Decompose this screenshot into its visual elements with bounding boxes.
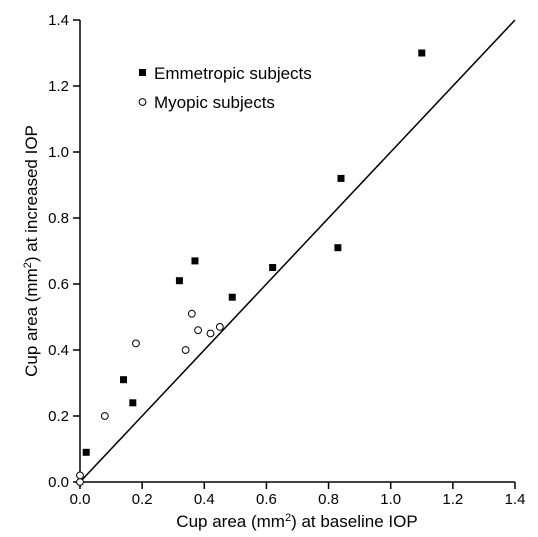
myopic-point	[76, 478, 84, 486]
y-tick-label: 0.2	[48, 408, 69, 425]
emmetropic-point	[175, 277, 183, 285]
y-tick-label: 1.4	[48, 12, 69, 29]
y-tick-label: 0.0	[48, 474, 69, 491]
x-tick-label: 0.4	[194, 491, 215, 508]
myopic-point	[187, 309, 196, 318]
myopic-point	[100, 412, 109, 420]
emmetropic-point	[129, 399, 137, 407]
x-axis-label: Cup area (mm2) at baseline IOP	[176, 512, 417, 531]
y-axis-label-superscript: 2	[22, 262, 34, 268]
x-axis-label-post: ) at baseline IOP	[291, 512, 418, 531]
y-tick-label: 1.2	[48, 78, 69, 95]
y-tick-label: 0.4	[48, 342, 69, 359]
x-axis-label-pre: Cup area (mm	[176, 512, 285, 531]
emmetropic-point	[120, 376, 127, 384]
legend-label-myopic: Myopic subjects	[154, 93, 275, 112]
x-tick-label: 0.6	[256, 491, 277, 508]
legend-marker-emmetropic	[139, 69, 146, 76]
myopic-point	[215, 323, 224, 331]
legend: Emmetropic subjects Myopic subjects	[138, 64, 312, 112]
x-tick-label: 1.0	[380, 491, 401, 508]
y-ticks: 0.0 0.2 0.4 0.6 0.8 1.0 1.2 1.4	[48, 12, 80, 491]
myopic-point	[206, 329, 215, 338]
y-axis-label-pre: Cup area (mm	[22, 268, 41, 377]
data-points	[76, 49, 426, 486]
myopic-point	[132, 339, 140, 348]
y-tick-label: 0.6	[48, 276, 69, 293]
emmetropic-point	[337, 174, 345, 182]
y-tick-label: 1.0	[48, 144, 69, 161]
emmetropic-point	[82, 448, 90, 456]
x-axis-label-superscript: 2	[285, 512, 291, 524]
x-tick-label: 0.2	[132, 491, 153, 508]
emmetropic-point	[228, 293, 236, 301]
y-tick-label: 0.8	[48, 210, 69, 227]
legend-marker-myopic	[138, 98, 147, 106]
x-ticks: 0.0 0.2 0.4 0.6 0.8 1.0 1.2 1.4	[70, 482, 526, 508]
x-tick-label: 0.0	[70, 491, 91, 508]
y-axis-label: Cup area (mm2) at increased IOP	[22, 125, 41, 377]
myopic-point	[76, 471, 84, 480]
x-tick-label: 1.2	[442, 491, 463, 508]
emmetropic-point	[334, 244, 342, 252]
myopic-point	[181, 346, 190, 354]
y-axis-label-post: ) at increased IOP	[22, 125, 41, 262]
emmetropic-point	[418, 49, 426, 57]
emmetropic-point	[191, 257, 199, 265]
x-tick-label: 1.4	[505, 491, 526, 508]
myopic-point	[194, 326, 202, 335]
legend-label-emmetropic: Emmetropic subjects	[154, 64, 312, 83]
x-tick-label: 0.8	[318, 491, 339, 508]
emmetropic-point	[269, 264, 277, 271]
identity-reference-line	[79, 19, 516, 483]
